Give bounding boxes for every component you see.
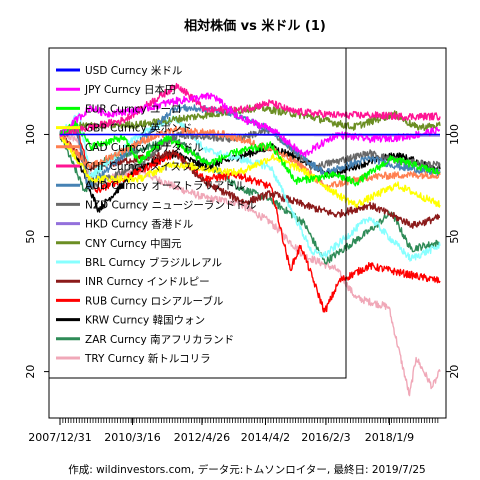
series-line-nzd xyxy=(59,126,441,191)
legend-label-rub: RUB Curncy ロシアルーブル xyxy=(85,294,223,307)
legend-label-krw: KRW Curncy 韓国ウォン xyxy=(85,315,205,327)
series-line-eur xyxy=(59,120,441,187)
x-tick-label: 2012/4/26 xyxy=(174,431,230,444)
series-line-cny xyxy=(59,103,441,138)
y-tick-label: 20 xyxy=(24,365,37,379)
series-line-cad xyxy=(59,125,441,189)
series-line-gbp xyxy=(59,134,441,209)
y-tick-label: 20 xyxy=(448,365,461,379)
x-tick-label: 2018/1/9 xyxy=(365,431,414,444)
legend-label-cad: CAD Curncy カナダドル xyxy=(85,141,204,154)
y-tick-label: 50 xyxy=(24,230,37,244)
legend: USD Curncy 米ドル JPY Curncy 日本円 EUR Curncy ユ… xyxy=(48,47,347,379)
y-tick-label: 100 xyxy=(448,124,461,145)
legend-label-nzd: NZD Curncy ニュージーランドドル xyxy=(85,199,256,211)
legend-label-chf: CHF Curncy スイスフラン xyxy=(85,161,212,173)
legend-label-eur: EUR Curncy ユーロ xyxy=(85,103,182,115)
legend-label-usd: USD Curncy 米ドル xyxy=(85,64,182,77)
series-line-jpy xyxy=(59,92,441,158)
x-tick-label: 2014/4/2 xyxy=(241,431,290,444)
legend-label-gbp: GBP Curncy 英ポンド xyxy=(85,122,192,135)
series-line-rub xyxy=(59,125,441,313)
legend-label-zar: ZAR Curncy 南アフリカランド xyxy=(85,333,234,346)
legend-label-aud: AUD Curncy オーストラリアドル xyxy=(85,180,245,192)
x-tick-label: 2007/12/31 xyxy=(28,431,91,444)
legend-label-inr: INR Curncy インドルピー xyxy=(85,276,210,288)
series-line-inr xyxy=(59,131,441,229)
legend-label-jpy: JPY Curncy 日本円 xyxy=(84,83,176,96)
y-tick-label: 50 xyxy=(448,230,461,244)
legend-label-cny: CNY Curncy 中国元 xyxy=(85,237,182,250)
series-line-chf xyxy=(59,82,441,139)
chart-caption: 作成: wildinvestors.com, データ元:トムソンロイター, 最終… xyxy=(68,463,425,476)
y-tick-label: 100 xyxy=(24,124,37,145)
axes: 20 20 50 50 100 100 2007/12/31 2010/3/16 2012/4/… xyxy=(24,124,461,444)
legend-box xyxy=(48,47,347,379)
x-tick-label: 2016/2/3 xyxy=(301,431,350,444)
legend-label-hkd: HKD Curncy 香港ドル xyxy=(85,219,193,231)
chart-title: 相対株価 vs 米ドル (1) xyxy=(184,18,326,34)
plot-lines xyxy=(59,82,441,397)
legend-label-try: TRY Curncy 新トルコリラ xyxy=(84,352,211,365)
legend-label-brl: BRL Curncy ブラジルレアル xyxy=(85,256,222,269)
x-tick-label: 2010/3/16 xyxy=(104,431,160,444)
